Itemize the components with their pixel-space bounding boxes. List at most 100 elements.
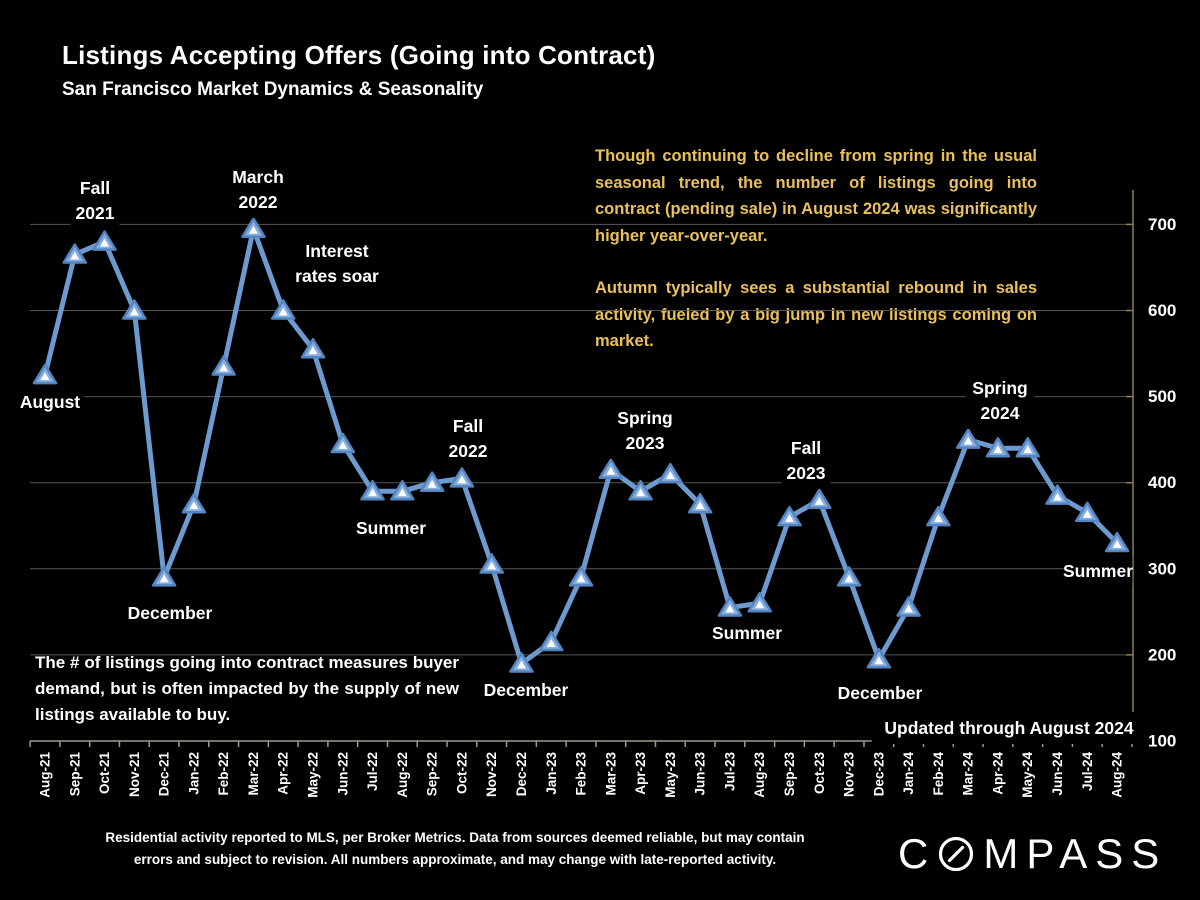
data-point-marker <box>546 638 556 647</box>
demand-note: The # of listings going into contract me… <box>35 653 459 724</box>
chart-annotation-august-2021: August <box>20 392 80 412</box>
data-point-marker <box>963 436 973 445</box>
data-point-marker <box>874 656 884 665</box>
annotation-backdrop <box>835 677 925 709</box>
x-axis-label: Aug-23 <box>752 752 767 798</box>
chart-annotation-spring-2024: Spring <box>972 378 1027 398</box>
annotation-backdrop <box>125 597 215 629</box>
x-axis-label: Mar-24 <box>961 752 976 796</box>
chart-annotation-updated-through: Updated through August 2024 <box>884 718 1133 738</box>
data-point-marker <box>844 574 854 583</box>
data-point-marker <box>665 471 675 480</box>
x-axis-label: May-24 <box>1020 752 1035 798</box>
annotation-backdrop <box>610 402 680 459</box>
y-axis-label: 500 <box>1148 387 1176 406</box>
y-axis-label: 600 <box>1148 301 1176 320</box>
annotation-backdrop <box>15 386 85 418</box>
data-point-marker <box>1112 539 1122 548</box>
chart-annotation-interest-rates-soar: Interest <box>305 241 368 261</box>
chart-annotation-summer-2022: Summer <box>356 518 426 538</box>
data-point-marker <box>933 514 943 523</box>
data-point-marker <box>636 488 646 497</box>
data-point-marker <box>457 475 467 484</box>
data-point-marker <box>785 514 794 523</box>
x-axis-label: Nov-23 <box>842 752 857 798</box>
data-point-marker <box>338 440 348 449</box>
data-point-marker <box>725 604 735 613</box>
chart-annotation-fall-2021: Fall <box>80 178 110 198</box>
x-axis-label: Nov-22 <box>484 752 499 797</box>
chart-annotation-interest-rates-soar: rates soar <box>295 266 379 286</box>
y-axis-label: 700 <box>1148 215 1176 234</box>
data-point-marker <box>100 238 110 247</box>
data-point-marker <box>368 488 378 497</box>
x-axis-label: Jul-22 <box>365 752 380 791</box>
x-axis-label: Nov-21 <box>127 752 142 798</box>
data-point-marker <box>40 372 50 381</box>
data-point-marker <box>993 445 1003 454</box>
x-axis-label: May-23 <box>663 752 678 798</box>
chart-annotation-fall-2023: Fall <box>791 438 821 458</box>
x-axis-label: Sep-21 <box>67 752 82 797</box>
data-point-marker <box>159 574 169 583</box>
compass-logo: C MPASS <box>898 826 1188 882</box>
x-axis-label: Mar-22 <box>246 752 261 796</box>
x-axis-label: Jul-24 <box>1080 752 1095 792</box>
chart-annotation-march-2022: March <box>232 167 284 187</box>
x-axis-label: Dec-23 <box>871 752 886 797</box>
x-axis-label: Sep-23 <box>782 752 797 797</box>
disclaimer-line-1: Residential activity reported to MLS, pe… <box>105 830 805 845</box>
compass-o-icon <box>939 836 974 872</box>
data-point-marker <box>516 660 526 669</box>
logo-letters: MPASS <box>983 830 1168 877</box>
logo-letter: C <box>898 830 937 877</box>
data-point-marker <box>308 346 318 355</box>
data-point-marker <box>427 479 437 488</box>
chart-annotation-spring-2023: 2023 <box>626 433 665 453</box>
x-axis-label: Apr-23 <box>633 752 648 795</box>
chart-annotation-december-2023: December <box>838 683 923 703</box>
y-axis-label: 300 <box>1148 559 1176 578</box>
data-point-marker <box>189 501 199 510</box>
y-axis-label: 200 <box>1148 645 1176 664</box>
data-point-marker <box>397 488 407 497</box>
x-axis-label: Aug-22 <box>395 752 410 798</box>
x-axis-label: Aug-24 <box>1110 752 1125 798</box>
annotation-backdrop <box>228 161 288 218</box>
annotation-backdrop <box>712 617 782 649</box>
annotation-backdrop <box>283 235 391 292</box>
data-point-marker <box>755 600 765 609</box>
chart-annotation-spring-2024: 2024 <box>981 403 1020 423</box>
data-point-marker <box>814 496 824 505</box>
chart-annotation-spring-2023: Spring <box>617 408 672 428</box>
annotation-backdrop <box>781 432 831 489</box>
chart-annotation-summer-2024: Summer <box>1063 561 1133 581</box>
x-axis-label: Feb-24 <box>931 752 946 796</box>
chart-annotation-fall-2022: Fall <box>453 416 483 436</box>
annotation-backdrop <box>443 410 493 467</box>
chart-annotation-march-2022: 2022 <box>239 192 278 212</box>
data-point-marker <box>248 225 258 234</box>
x-axis-label: Oct-23 <box>812 752 827 795</box>
disclaimer-line-2: errors and subject to revision. All numb… <box>133 852 777 867</box>
annotation-backdrop <box>481 674 571 706</box>
x-axis-label: May-22 <box>306 752 321 798</box>
annotation-backdrop <box>70 172 120 229</box>
x-axis-label: Jun-23 <box>693 752 708 796</box>
x-axis-label: Apr-24 <box>990 752 1005 795</box>
x-axis-label: Jun-22 <box>335 752 350 796</box>
x-axis-label: Oct-22 <box>454 752 469 794</box>
x-axis-label: Aug-21 <box>38 752 53 798</box>
data-point-marker <box>576 574 586 583</box>
data-point-marker <box>1053 492 1063 501</box>
data-point-marker <box>904 604 914 613</box>
x-axis-label: Mar-23 <box>603 752 618 796</box>
chart-annotation-december-2021: December <box>128 603 213 623</box>
page-title: Listings Accepting Offers (Going into Co… <box>62 40 656 70</box>
annotation-backdrop <box>1063 555 1133 587</box>
y-axis-label: 100 <box>1148 732 1176 751</box>
x-axis-label: Jan-22 <box>186 752 201 795</box>
disclaimer: Residential activity reported to MLS, pe… <box>60 827 850 871</box>
